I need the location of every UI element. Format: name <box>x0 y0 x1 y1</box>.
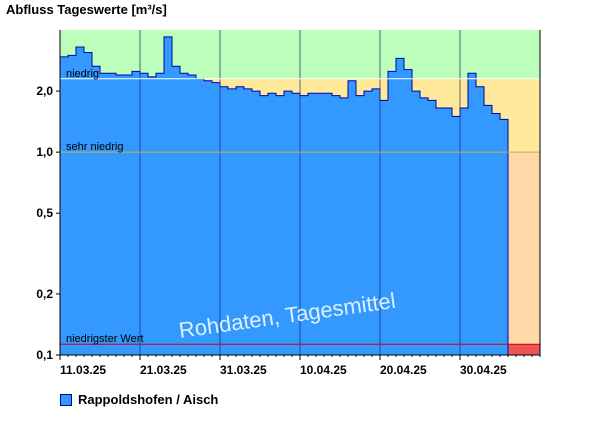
xtick-label-3: 10.04.25 <box>300 363 347 377</box>
xtick-label-0: 11.03.25 <box>60 363 106 377</box>
ytick-label-2: 0,5 <box>36 206 53 220</box>
threshold-label-1: sehr niedrig <box>66 141 123 153</box>
xtick-label-4: 20.04.25 <box>380 363 427 377</box>
threshold-label-0: niedrig <box>66 68 99 80</box>
xtick-label-2: 31.03.25 <box>220 363 267 377</box>
ytick-label-3: 0,2 <box>36 287 53 301</box>
grid-lines <box>139 30 461 355</box>
ytick-label-0: 2,0 <box>36 84 53 98</box>
ytick-label-4: 0,1 <box>36 348 53 362</box>
ytick-label-1: 1,0 <box>36 145 53 159</box>
legend: Rappoldshofen / Aisch <box>60 392 218 407</box>
xtick-label-5: 30.04.25 <box>460 363 507 377</box>
threshold-lines: niedrig sehr niedrig niedrigster Wert <box>60 68 540 345</box>
xtick-label-1: 21.03.25 <box>140 363 187 377</box>
legend-swatch <box>60 393 72 406</box>
threshold-label-2: niedrigster Wert <box>66 333 143 345</box>
chart-canvas: niedrig sehr niedrig niedrigster Wert 2,0 1… <box>36 30 541 377</box>
legend-label: Rappoldshofen / Aisch <box>78 392 219 407</box>
chart-title: Abfluss Tageswerte [m³/s] <box>6 2 167 17</box>
tick-labels: 2,0 1,0 0,5 0,2 0,1 11.03.25 21.03.25 31.03.25 1… <box>36 84 541 377</box>
